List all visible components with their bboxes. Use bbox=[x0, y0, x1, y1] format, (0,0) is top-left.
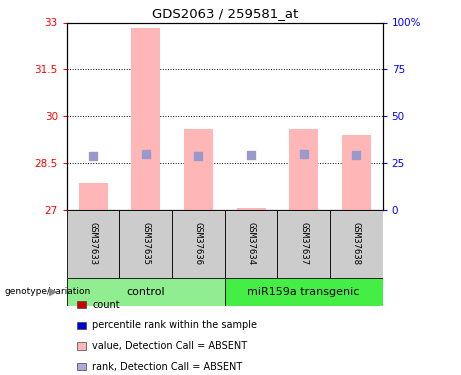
Text: genotype/variation: genotype/variation bbox=[5, 287, 91, 296]
Bar bbox=[67, 210, 119, 278]
Text: GSM37637: GSM37637 bbox=[299, 222, 308, 265]
Text: GSM37635: GSM37635 bbox=[141, 222, 150, 265]
Bar bbox=[67, 278, 225, 306]
Text: percentile rank within the sample: percentile rank within the sample bbox=[92, 321, 257, 330]
Text: miR159a transgenic: miR159a transgenic bbox=[248, 286, 360, 297]
Bar bbox=[225, 210, 278, 278]
Bar bbox=[172, 210, 225, 278]
Text: GSM37633: GSM37633 bbox=[89, 222, 98, 265]
Point bbox=[353, 152, 360, 158]
Text: count: count bbox=[92, 300, 120, 310]
Bar bbox=[77, 322, 86, 329]
Text: rank, Detection Call = ABSENT: rank, Detection Call = ABSENT bbox=[92, 362, 242, 372]
Title: GDS2063 / 259581_at: GDS2063 / 259581_at bbox=[152, 7, 298, 20]
Text: value, Detection Call = ABSENT: value, Detection Call = ABSENT bbox=[92, 341, 247, 351]
Bar bbox=[79, 183, 107, 210]
Bar bbox=[278, 210, 330, 278]
Point bbox=[195, 153, 202, 159]
Bar bbox=[77, 363, 86, 370]
Bar bbox=[289, 129, 318, 210]
Bar bbox=[225, 278, 383, 306]
Text: ▶: ▶ bbox=[49, 286, 58, 297]
Bar bbox=[184, 129, 213, 210]
Point bbox=[300, 152, 307, 157]
Text: GSM37634: GSM37634 bbox=[247, 222, 255, 265]
Bar bbox=[342, 135, 371, 210]
Text: GSM37638: GSM37638 bbox=[352, 222, 361, 265]
Bar bbox=[131, 28, 160, 210]
Text: GSM37636: GSM37636 bbox=[194, 222, 203, 265]
Bar bbox=[119, 210, 172, 278]
Bar bbox=[236, 207, 266, 210]
Point bbox=[142, 152, 149, 157]
Bar bbox=[330, 210, 383, 278]
Bar bbox=[77, 342, 86, 350]
Point bbox=[89, 153, 97, 159]
Text: control: control bbox=[126, 286, 165, 297]
Bar bbox=[77, 301, 86, 308]
Point bbox=[248, 152, 255, 158]
